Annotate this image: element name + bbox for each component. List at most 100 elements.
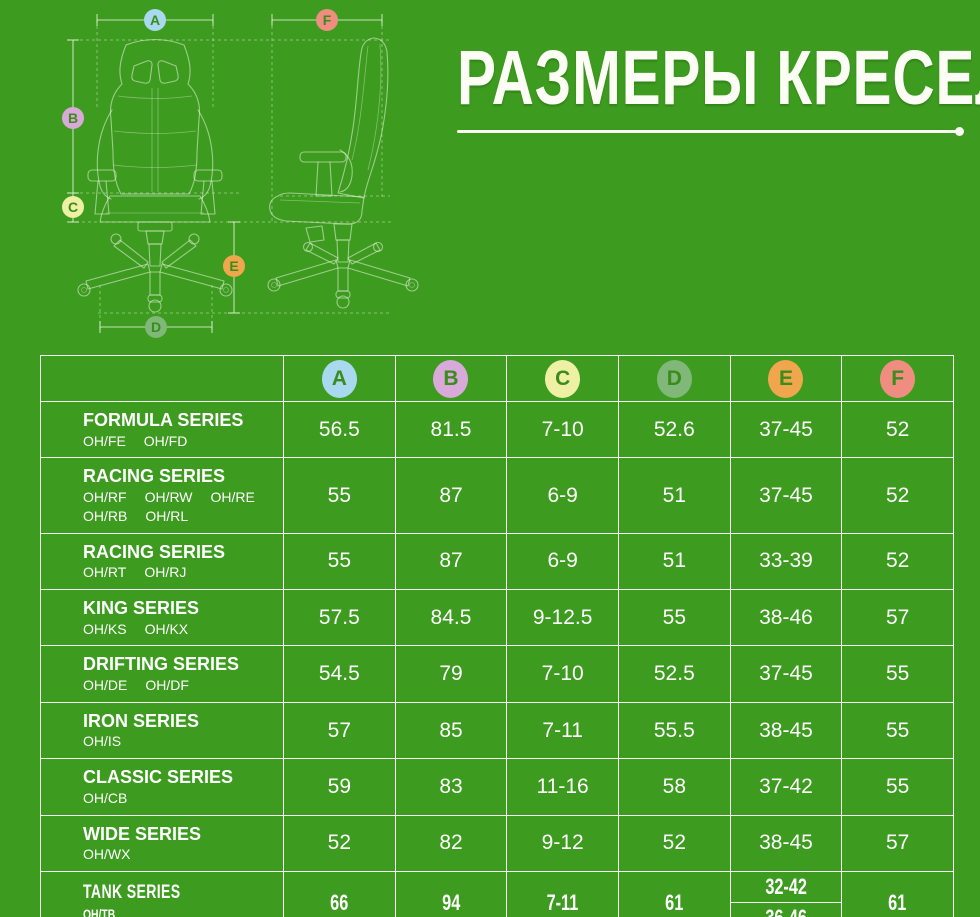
table-row: WIDE SERIES OH/WX 52 82 9-12 52 38-45 57 xyxy=(41,814,953,872)
value-cell: 52 xyxy=(841,533,953,590)
table-row: DRIFTING SERIES OH/DE OH/DF 54.5 79 7-10 52.5 3… xyxy=(41,645,953,702)
table-row: RACING SERIES OH/RF OH/RW OH/RE OH/RB OH/RL 55… xyxy=(41,457,953,533)
value-cell: 7-10 xyxy=(506,646,618,702)
value-cell: 6-9 xyxy=(506,533,618,590)
model-code: OH/KS xyxy=(83,620,127,637)
model-code: OH/RL xyxy=(145,507,189,524)
model-codes: OH/RB OH/RL xyxy=(83,507,188,526)
value-cell: 57 xyxy=(283,702,395,759)
value-half: 36-46 xyxy=(731,903,842,917)
value-cell: 7-11 xyxy=(506,702,618,759)
value-cell: 55 xyxy=(283,533,395,590)
model-code: OH/TB xyxy=(83,905,116,917)
value-cell: 81.5 xyxy=(394,402,507,458)
dim-label-b: B xyxy=(62,107,84,129)
chair-dimensions-diagram: A F B C E D xyxy=(40,0,440,350)
value-cell: 55 xyxy=(617,590,730,646)
value-cell: 87 xyxy=(394,458,507,533)
dim-label-e: E xyxy=(223,255,245,277)
value-cell: 57 xyxy=(841,815,953,872)
value-half: 32-42 xyxy=(730,872,842,904)
model-code: OH/CB xyxy=(83,789,128,806)
value-cell: 58 xyxy=(617,759,730,815)
svg-text:E: E xyxy=(229,258,238,274)
value-cell: 37-45 xyxy=(729,646,842,702)
value-cell: 9-12 xyxy=(506,815,618,872)
value-cell: 66 xyxy=(283,872,395,917)
header-col-c: C xyxy=(506,356,618,401)
value-cell: 37-45 xyxy=(729,458,842,533)
series-cell: CLASSIC SERIES OH/CB xyxy=(41,759,283,814)
value-cell: 52 xyxy=(841,458,953,533)
value-cell: 51 xyxy=(617,458,730,533)
series-cell: WIDE SERIES OH/WX xyxy=(41,816,283,871)
value-cell: 55 xyxy=(841,759,953,815)
value-cell: 83 xyxy=(394,759,507,815)
series-name: DRIFTING SERIES xyxy=(83,654,240,675)
value-cell: 32-4236-46 xyxy=(729,872,842,917)
value-cell: 55 xyxy=(283,458,395,533)
series-cell: DRIFTING SERIES OH/DE OH/DF xyxy=(41,646,283,701)
value-cell: 51 xyxy=(617,533,730,590)
dim-label-f: F xyxy=(316,9,338,31)
value-cell: 57.5 xyxy=(283,590,395,646)
series-cell: TANK SERIES OH/TB xyxy=(41,872,283,917)
value-cell: 54.5 xyxy=(283,646,395,702)
value-cell: 7-11 xyxy=(506,872,618,917)
table-header-row: A B C D E F xyxy=(41,356,953,401)
model-code: OH/FD xyxy=(143,432,188,449)
series-cell: RACING SERIES OH/RF OH/RW OH/RE OH/RB OH/RL xyxy=(41,458,283,532)
value-cell: 55.5 xyxy=(617,702,730,759)
value-cell: 55 xyxy=(841,646,953,702)
value-cell: 6-9 xyxy=(506,458,618,533)
table-row: FORMULA SERIES OH/FE OH/FD 56.5 81.5 7-10 52.6… xyxy=(41,401,953,458)
model-code: OH/IS xyxy=(83,733,122,750)
model-code: OH/DE xyxy=(83,676,128,693)
model-codes: OH/RF OH/RW OH/RE xyxy=(83,488,255,507)
series-cell: FORMULA SERIES OH/FE OH/FD xyxy=(41,402,283,457)
series-name: KING SERIES xyxy=(83,598,200,619)
model-code: OH/KX xyxy=(144,620,189,637)
table-row: CLASSIC SERIES OH/CB 59 83 11-16 58 37-42 55 xyxy=(41,758,953,815)
value-cell: 7-10 xyxy=(506,402,618,458)
series-name: WIDE SERIES xyxy=(83,823,202,844)
page-title: РАЗМЕРЫ КРЕСЕЛ xyxy=(457,35,980,121)
value-cell: 56.5 xyxy=(283,402,395,458)
value-cell: 52.6 xyxy=(617,402,730,458)
model-code: OH/FE xyxy=(83,432,126,449)
table-body: FORMULA SERIES OH/FE OH/FD 56.5 81.5 7-10 52.6… xyxy=(41,401,953,917)
model-code: OH/RT xyxy=(83,564,127,581)
value-cell: 52 xyxy=(617,815,730,872)
value-cell: 37-45 xyxy=(729,402,842,458)
model-codes: OH/RT OH/RJ xyxy=(83,563,186,582)
value-cell: 33-39 xyxy=(729,533,842,590)
value-cell: 52 xyxy=(283,815,395,872)
chair-side-drawing xyxy=(267,37,419,309)
value-cell: 59 xyxy=(283,759,395,815)
model-code: OH/RW xyxy=(144,488,193,505)
svg-text:B: B xyxy=(68,110,78,126)
header-col-f: F xyxy=(841,356,953,401)
series-name: TANK SERIES xyxy=(83,882,181,904)
series-cell: RACING SERIES OH/RT OH/RJ xyxy=(41,534,283,589)
model-code: OH/RE xyxy=(210,488,255,505)
dim-label-a: A xyxy=(144,9,166,31)
model-code: OH/DF xyxy=(145,676,189,693)
value-cell: 9-12.5 xyxy=(506,590,618,646)
title-underline xyxy=(457,127,964,136)
series-name: RACING SERIES xyxy=(83,541,226,562)
value-cell: 82 xyxy=(394,815,507,872)
model-code: OH/WX xyxy=(83,846,131,863)
value-cell: 11-16 xyxy=(506,759,618,815)
dimension-badge-a: A xyxy=(321,359,357,398)
model-codes: OH/FE OH/FD xyxy=(83,432,187,451)
value-cell: 55 xyxy=(841,702,953,759)
value-cell: 85 xyxy=(394,702,507,759)
value-cell: 94 xyxy=(394,872,507,917)
dim-label-c: C xyxy=(62,196,84,218)
model-codes: OH/DE OH/DF xyxy=(83,676,189,695)
value-cell: 61 xyxy=(841,872,953,917)
